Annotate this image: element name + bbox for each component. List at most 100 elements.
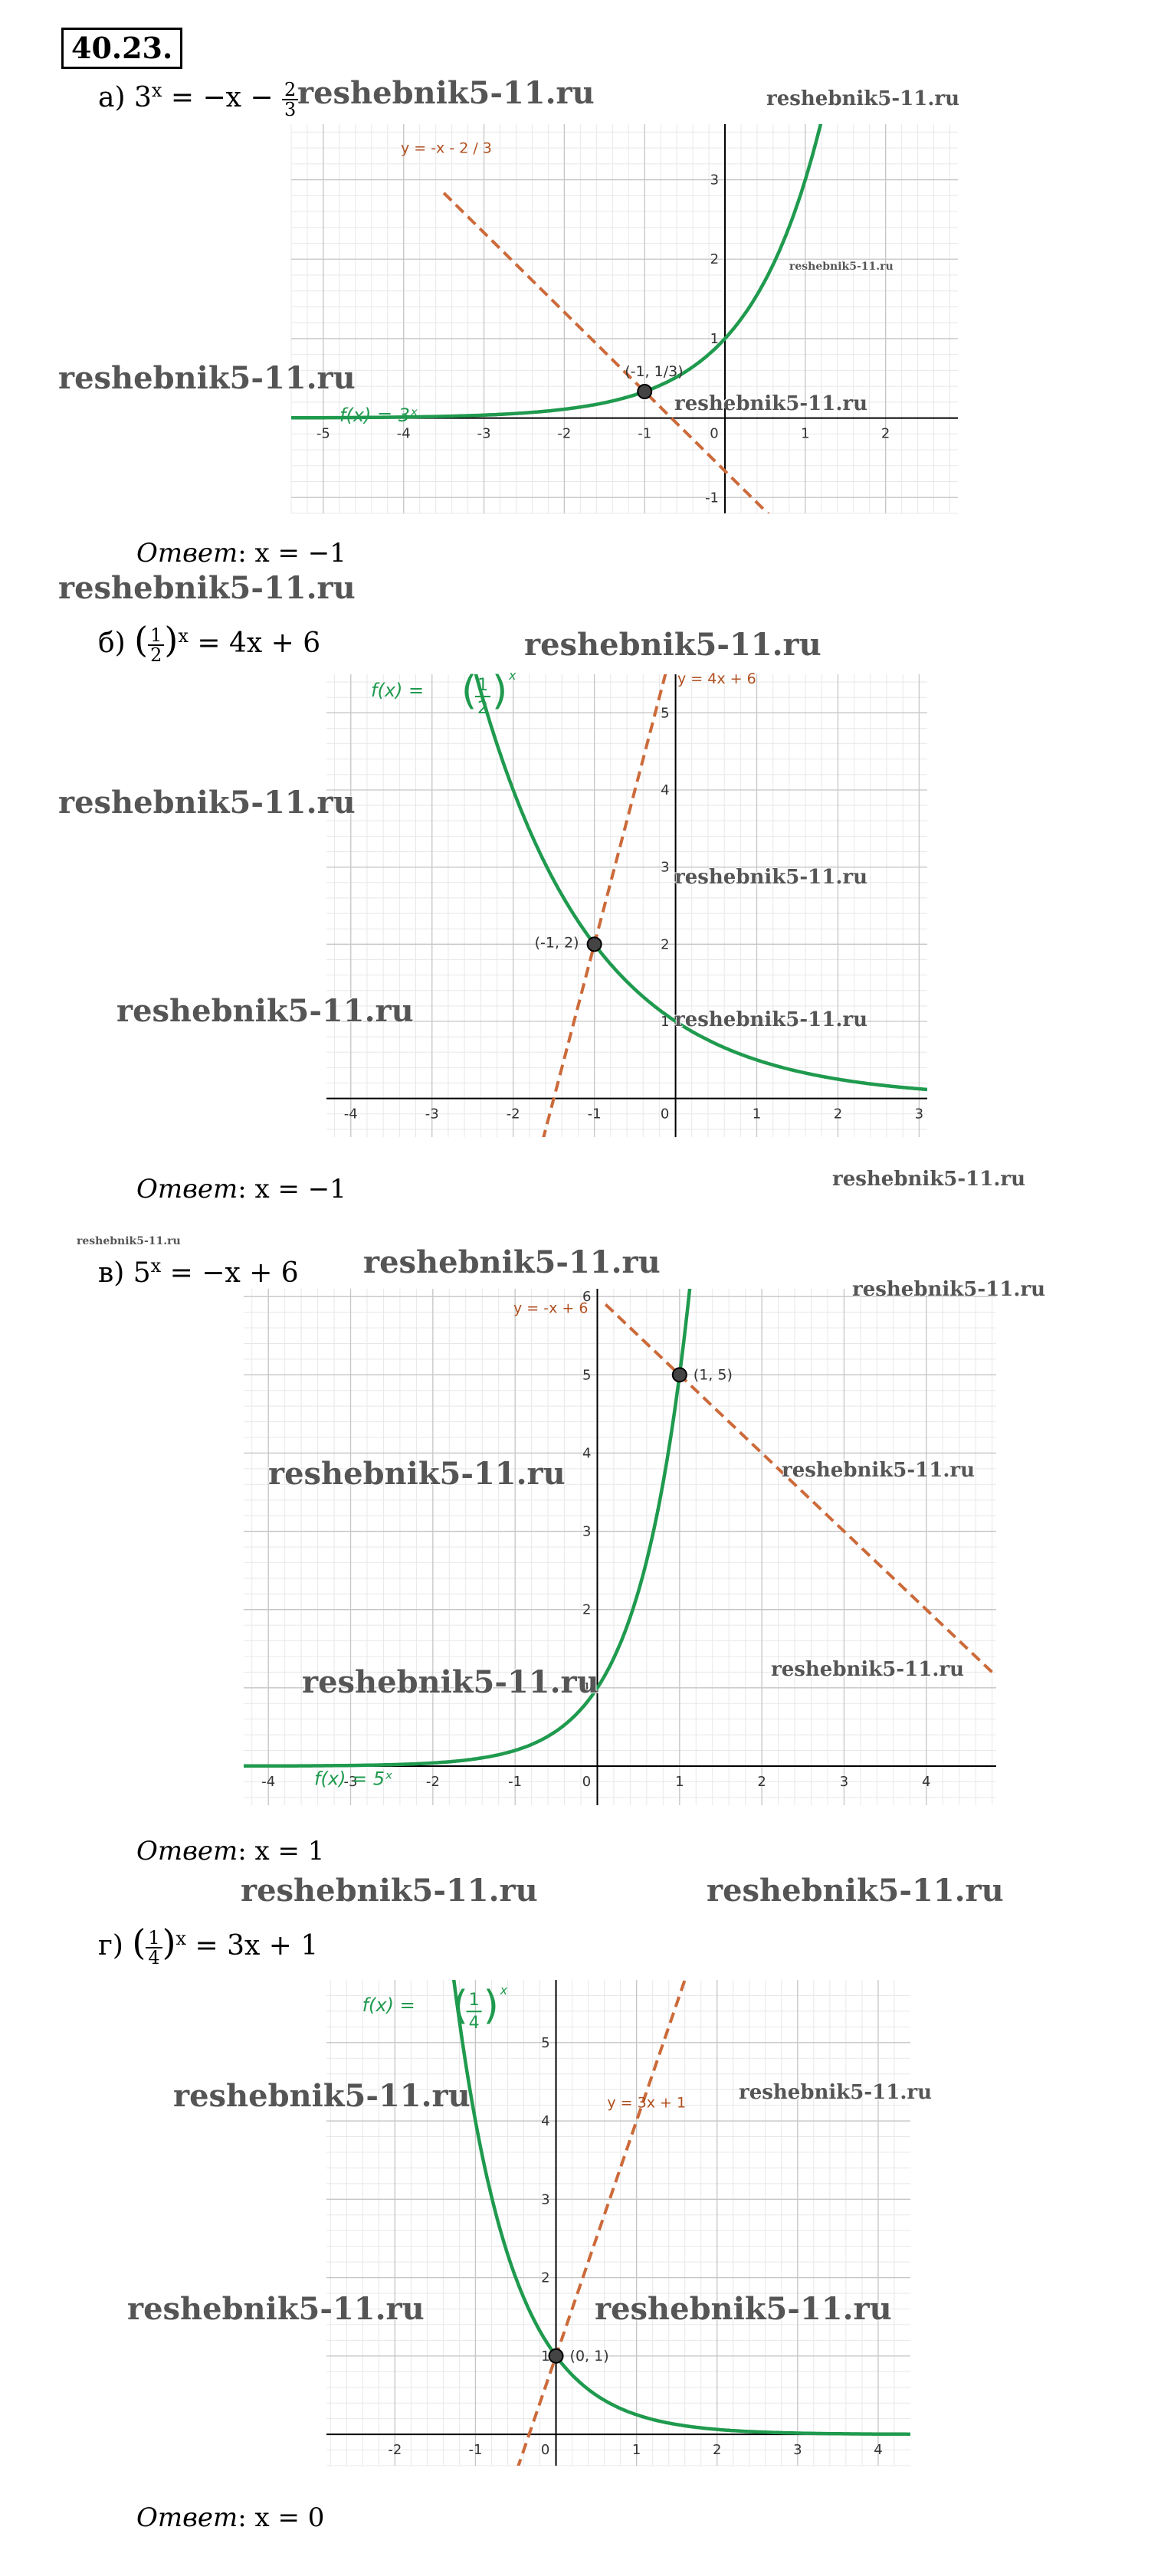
watermark: reshebnik5-11.ru <box>77 1235 181 1247</box>
graph-d: -2 -1 0 1 2 3 4 1 2 3 4 5 (0, 1) y = 3x + 1 f(x) = (1 4)… <box>326 1980 910 2466</box>
x-tick-label: 2 <box>757 1774 766 1790</box>
x-tick-label: -2 <box>507 1106 520 1122</box>
intersection-point-label: (-1, 2) <box>535 934 579 951</box>
y-tick-label: 3 <box>710 172 719 188</box>
watermark: reshebnik5-11.ru <box>771 1658 965 1681</box>
x-tick-label: -2 <box>557 426 571 442</box>
watermark: reshebnik5-11.ru <box>58 360 356 396</box>
x-tick-label: -1 <box>468 2442 482 2458</box>
y-tick-label: 6 <box>582 1289 591 1305</box>
y-tick-label: 2 <box>661 936 669 952</box>
intersection-point <box>637 384 653 400</box>
watermark: reshebnik5-11.ru <box>297 75 595 111</box>
watermark: reshebnik5-11.ru <box>674 866 868 889</box>
watermark: reshebnik5-11.ru <box>766 87 960 110</box>
x-tick-label: 2 <box>713 2442 721 2458</box>
y-tick-label: 4 <box>541 2113 549 2129</box>
x-tick-label: -4 <box>344 1106 358 1122</box>
x-tick-label: 3 <box>793 2442 802 2458</box>
intersection-point-label: (0, 1) <box>570 2348 609 2365</box>
x-tick-label: -3 <box>425 1106 439 1122</box>
graph-a: -5 -4 -3 -2 -1 0 1 2 -1 1 2 3 (-1, 1/3) y = -x - 2 / … <box>290 124 958 514</box>
part-c-equation: в) 5x = −x + 6 <box>98 1255 299 1289</box>
x-tick-label: 3 <box>915 1106 923 1122</box>
x-tick-label: 1 <box>753 1106 761 1122</box>
watermark: reshebnik5-11.ru <box>782 1459 976 1482</box>
watermark: reshebnik5-11.ru <box>832 1168 1026 1191</box>
watermark: reshebnik5-11.ru <box>58 785 356 821</box>
curve-label: f(x) = 5ˣ <box>314 1768 393 1790</box>
y-tick-label: 3 <box>661 860 669 876</box>
y-tick-label: -1 <box>705 490 719 506</box>
y-tick-label: 5 <box>541 2035 549 2051</box>
part-c-label: в) <box>98 1257 125 1289</box>
curve-label-frac-den: 4 <box>469 2014 480 2033</box>
part-b-equation: б) (1 2)x = 4x + 6 <box>98 619 321 666</box>
curve-label-exponent: x <box>508 668 516 683</box>
line-label: y = -x - 2 / 3 <box>401 140 492 157</box>
x-tick-label: -4 <box>397 426 411 442</box>
curve-label: f(x) = <box>362 1994 415 2016</box>
x-tick-label: -1 <box>508 1774 522 1790</box>
watermark: reshebnik5-11.ru <box>852 1278 1046 1301</box>
curve-label-paren: ) <box>492 668 507 714</box>
curve-label-paren: ) <box>484 1983 499 2029</box>
line-label: y = -x + 6 <box>513 1300 588 1317</box>
curve-label-frac-den: 2 <box>477 699 488 718</box>
x-tick-label: -3 <box>344 1774 358 1790</box>
linear-dashed-line <box>516 1980 687 2466</box>
watermark: reshebnik5-11.ru <box>595 2291 892 2327</box>
y-tick-label: 2 <box>710 251 719 267</box>
watermark: reshebnik5-11.ru <box>789 261 894 273</box>
intersection-point-label: (1, 5) <box>694 1366 733 1383</box>
x-tick-label: -4 <box>261 1774 275 1790</box>
exponential-curve <box>244 1289 692 1768</box>
x-tick-label: 0 <box>541 2442 549 2458</box>
watermark: reshebnik5-11.ru <box>127 2291 425 2327</box>
watermark: reshebnik5-11.ru <box>58 570 356 606</box>
watermark: reshebnik5-11.ru <box>674 392 868 415</box>
x-tick-label: 0 <box>710 426 718 442</box>
watermark: reshebnik5-11.ru <box>116 993 414 1029</box>
x-tick-label: -3 <box>477 426 491 442</box>
x-tick-label: 2 <box>834 1106 842 1122</box>
y-tick-label: 2 <box>541 2270 549 2286</box>
graph-c: -4 -3 -2 -1 0 1 2 3 4 1 2 3 4 5 6 (1, 5) y = -x + 6 f(x) … <box>244 1289 996 1805</box>
y-tick-label: 4 <box>582 1445 591 1461</box>
x-tick-label: -1 <box>638 426 651 442</box>
exponential-curve <box>451 1980 910 2437</box>
curve-label: f(x) = <box>371 680 424 701</box>
exponential-curve <box>291 124 823 420</box>
watermark: reshebnik5-11.ru <box>173 2078 471 2114</box>
answer-a: Ответ: x = −1 <box>136 538 346 569</box>
y-tick-label: 1 <box>582 1680 591 1696</box>
watermark: reshebnik5-11.ru <box>707 1873 1004 1909</box>
y-tick-label: 5 <box>582 1367 591 1383</box>
curve-label-paren: ( <box>453 1983 468 2029</box>
x-tick-label: 0 <box>661 1106 669 1122</box>
y-tick-label: 5 <box>661 705 669 721</box>
problem-number: 40.23. <box>61 28 183 69</box>
answer-b: Ответ: x = −1 <box>136 1174 346 1204</box>
x-tick-label: 3 <box>840 1774 848 1790</box>
watermark: reshebnik5-11.ru <box>241 1873 538 1909</box>
watermark: reshebnik5-11.ru <box>363 1244 661 1280</box>
curve-label-paren: ( <box>461 668 477 714</box>
intersection-point <box>548 2348 564 2364</box>
x-tick-label: 1 <box>801 426 809 442</box>
part-d-equation: г) (1 4)x = 3x + 1 <box>98 1922 319 1968</box>
line-label: y = 3x + 1 <box>607 2094 686 2111</box>
intersection-point <box>586 936 602 952</box>
curve-label-exponent: x <box>500 1983 508 1998</box>
y-tick-label: 3 <box>582 1524 591 1540</box>
x-tick-label: 1 <box>675 1774 684 1790</box>
line-label: y = 4x + 6 <box>677 670 756 687</box>
y-tick-label: 3 <box>541 2191 549 2207</box>
watermark: reshebnik5-11.ru <box>524 627 821 663</box>
part-d-label: г) <box>98 1930 123 1961</box>
x-tick-label: 2 <box>881 426 890 442</box>
answer-c: Ответ: x = 1 <box>136 1836 325 1866</box>
intersection-point <box>671 1367 687 1383</box>
linear-dashed-line <box>542 674 667 1137</box>
